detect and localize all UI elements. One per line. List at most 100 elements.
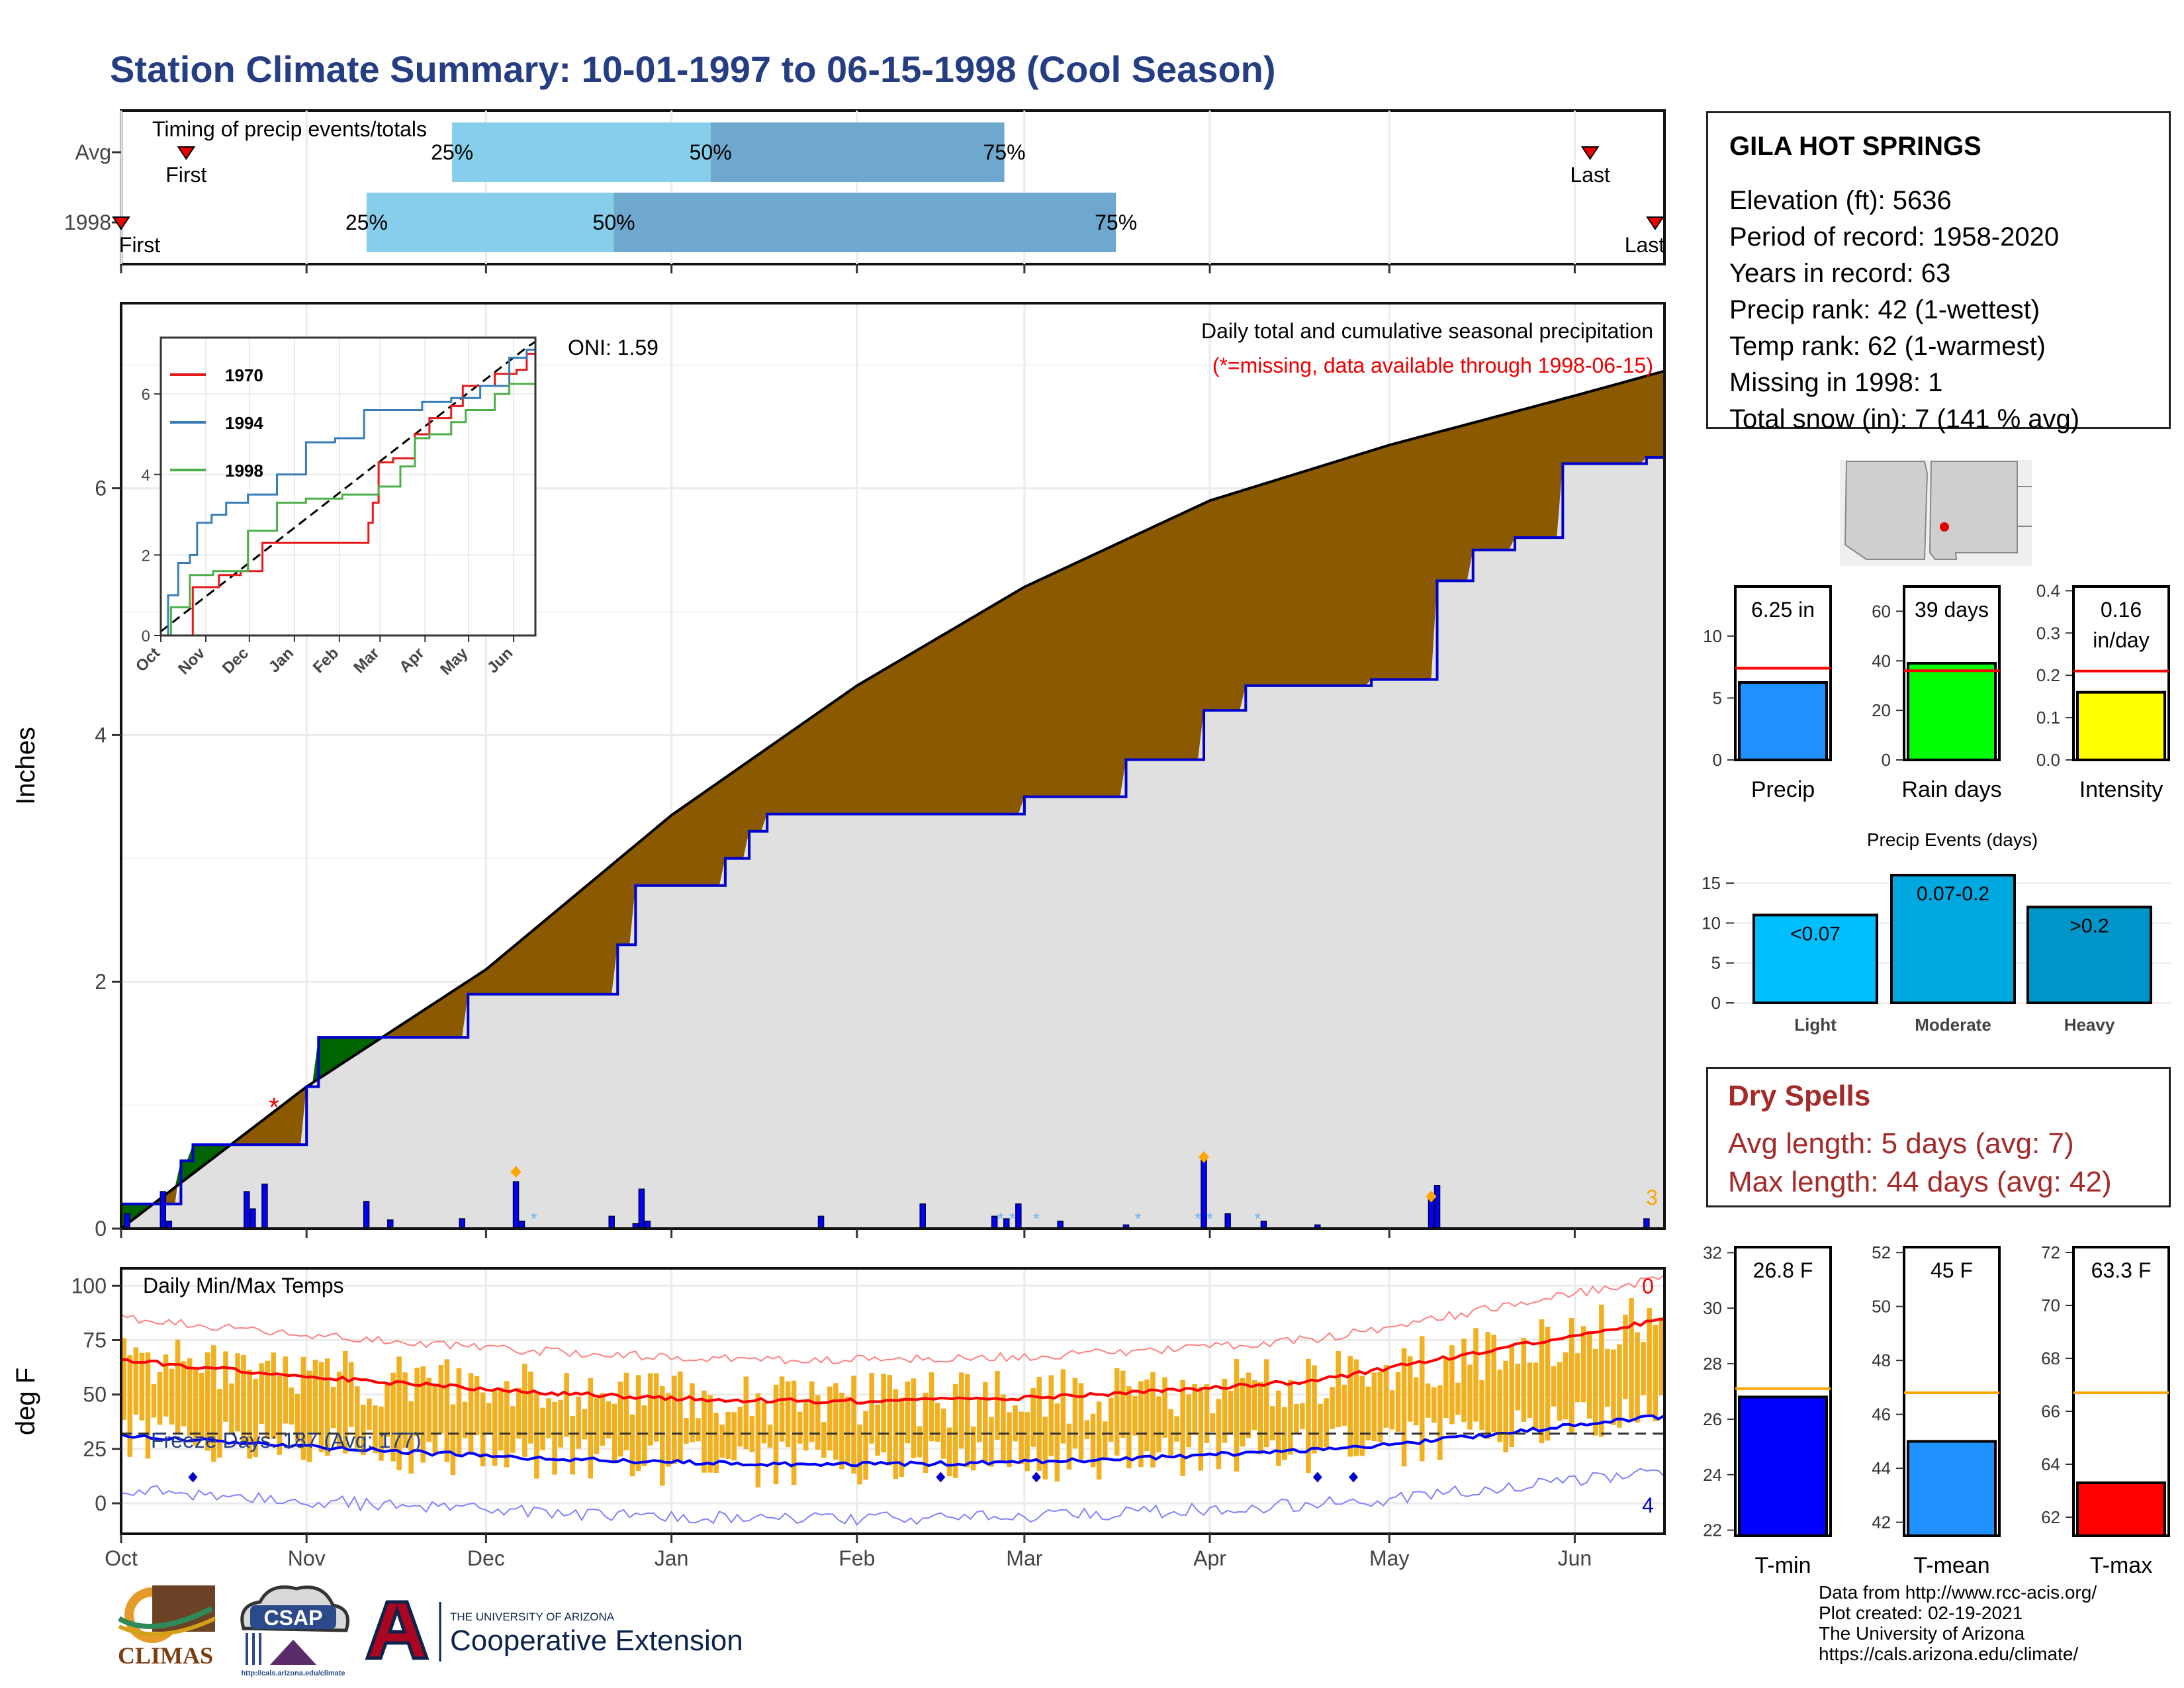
missing-data-marker: * (269, 1093, 279, 1122)
daily-temp-bar (1042, 1417, 1048, 1479)
daily-temp-bar (839, 1392, 844, 1470)
daily-temp-bar (797, 1411, 803, 1444)
station-missing: Missing in 1998: 1 (1729, 368, 1943, 397)
events-ytick-label: 0 (1711, 993, 1721, 1013)
daily-temp-bar (1599, 1304, 1604, 1437)
daily-temp-bar (923, 1392, 929, 1474)
inset-legend-label: 1994 (225, 413, 263, 433)
daily-temp-bar (139, 1352, 145, 1421)
tmin-summary-ytick-label: 32 (1703, 1243, 1722, 1262)
daily-temp-bar (690, 1383, 695, 1442)
daily-temp-bar (444, 1359, 450, 1462)
snowflake-marker: * (1135, 1209, 1142, 1229)
daily-temp-bar (1174, 1416, 1179, 1442)
daily-temp-bar (121, 1338, 127, 1421)
csap-logo: CSAP http://cals.arizona.edu/climate (240, 1585, 349, 1677)
daily-temp-bar (552, 1401, 557, 1475)
daily-temp-bar (414, 1368, 420, 1436)
credit-university: The University of Arizona (1819, 1623, 2025, 1644)
daily-temp-bar (653, 1373, 659, 1442)
daily-temp-bar (1395, 1372, 1401, 1432)
average-cumulative-line (120, 369, 1665, 1230)
daily-temp-bar (432, 1383, 438, 1454)
daily-temp-bar (1060, 1369, 1066, 1444)
daily-temp-bar (696, 1418, 701, 1442)
precip-summary-ytick-label: 10 (1703, 626, 1722, 646)
daily-temp-bar (1443, 1358, 1449, 1418)
daily-temp-bar (1306, 1358, 1311, 1474)
daily-temp-bar (1204, 1384, 1210, 1443)
daily-precip-bar (261, 1184, 268, 1229)
daily-temp-bar (396, 1356, 402, 1471)
precip-summary-bar (1738, 681, 1828, 762)
daily-temp-bar (241, 1354, 246, 1445)
daily-temp-bar (641, 1405, 647, 1466)
daily-temp-bar (312, 1360, 318, 1433)
snowflake-marker: * (1254, 1209, 1261, 1229)
daily-temp-bar (1569, 1317, 1574, 1435)
daily-temp-bar (1449, 1345, 1455, 1425)
inset-series-1970 (161, 350, 537, 637)
precip-ytick-label: 0 (95, 1217, 107, 1241)
daily-temp-bar (905, 1381, 911, 1444)
dry-spells-max: Max length: 44 days (avg: 42) (1728, 1166, 2112, 1198)
daily-temp-bar (175, 1339, 181, 1434)
credit-url: https://cals.arizona.edu/climate/ (1819, 1644, 2079, 1664)
daily-temp-bar (934, 1403, 940, 1442)
daily-temp-bar (480, 1392, 486, 1467)
daily-temp-bar (1324, 1398, 1329, 1448)
daily-temp-bar (869, 1373, 874, 1444)
daily-temp-bar (863, 1411, 868, 1480)
daily-temp-bar (1641, 1342, 1646, 1395)
daily-temp-bar (324, 1358, 330, 1456)
daily-temp-bar (1545, 1327, 1551, 1441)
daily-temp-bar (474, 1376, 480, 1436)
precip-summary-ytick-label: 0 (1713, 750, 1722, 770)
tmean-summary-axis-label: T-mean (1913, 1553, 1989, 1578)
daily-temp-bar (1336, 1350, 1341, 1428)
intensity-summary-ytick-label: 0.1 (2036, 708, 2060, 727)
daily-temp-bar (277, 1376, 283, 1455)
tmax-summary-ytick-label: 64 (2041, 1454, 2060, 1474)
daily-precip-bar (1433, 1185, 1441, 1229)
rain-days-summary-value-label: 39 days (1915, 598, 1989, 622)
daily-temp-bar (785, 1381, 791, 1448)
daily-temp-bar (1467, 1364, 1473, 1430)
daily-temp-bar (306, 1370, 312, 1462)
daily-temp-bar (127, 1355, 133, 1457)
daily-temp-bar (259, 1363, 264, 1425)
daily-temp-bar (163, 1354, 169, 1417)
daily-temp-bar (576, 1396, 581, 1449)
snowflake-marker: * (531, 1209, 537, 1229)
daily-temp-bar (235, 1353, 240, 1432)
month-xtick-label: Jan (655, 1546, 689, 1570)
daily-temp-bar (1617, 1344, 1622, 1428)
tmax-summary-ytick-label: 68 (2041, 1348, 2060, 1368)
daily-temp-bar (1001, 1394, 1006, 1462)
daily-temp-bar (1240, 1378, 1246, 1447)
daily-temp-bar (725, 1411, 731, 1459)
daily-temp-bar (498, 1387, 504, 1451)
daily-temp-bar (330, 1387, 336, 1429)
daily-temp-bar (300, 1356, 306, 1460)
csap-url-text: http://cals.arizona.edu/climate (241, 1669, 345, 1677)
daily-temp-bar (1084, 1420, 1090, 1440)
inset-ytick-label: 6 (142, 386, 150, 404)
credit-data-source: Data from http://www.rcc-acis.org/ (1819, 1582, 2097, 1603)
daily-temp-bar (151, 1383, 157, 1418)
daily-precip-bar (1015, 1203, 1022, 1229)
tmax-summary-ytick-label: 70 (2041, 1295, 2060, 1315)
temp-panel-title: Daily Min/Max Temps (143, 1274, 343, 1297)
daily-temp-bar (1090, 1413, 1096, 1468)
daily-temp-bar (450, 1404, 456, 1476)
daily-temp-bar (1629, 1297, 1634, 1419)
daily-precip-bar (1224, 1213, 1231, 1229)
daily-temp-bar (815, 1395, 821, 1450)
snowflake-marker: * (1033, 1209, 1040, 1229)
station-temp-rank: Temp rank: 62 (1-warmest) (1729, 332, 2046, 361)
daily-temp-bar (534, 1392, 539, 1479)
snowflake-marker: * (997, 1209, 1004, 1229)
month-xtick-label: May (1369, 1546, 1409, 1570)
inset-legend-label: 1998 (225, 461, 263, 481)
event-bar-label: <0.07 (1790, 923, 1841, 945)
